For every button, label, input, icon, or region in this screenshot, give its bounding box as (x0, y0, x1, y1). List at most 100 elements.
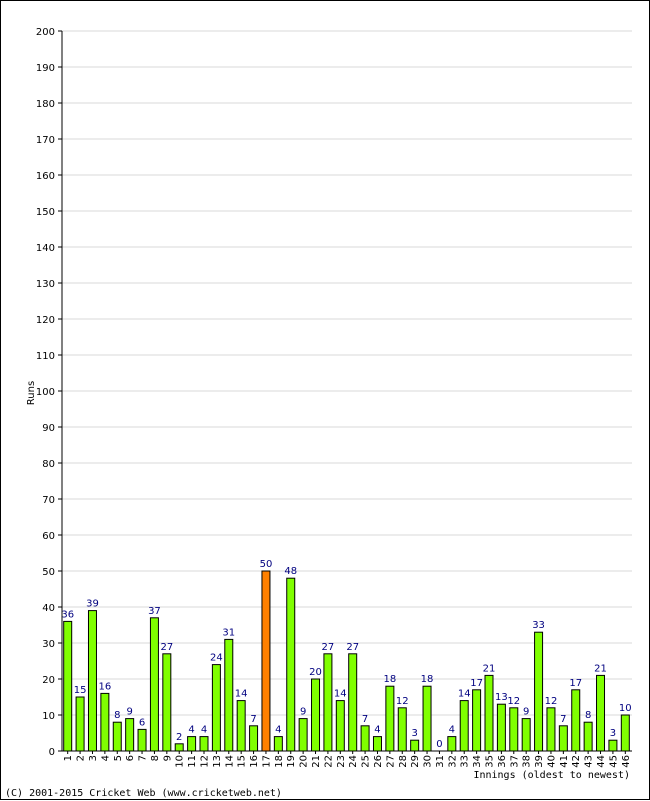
bar-innings-32 (447, 736, 457, 752)
y-axis-title: Runs (26, 381, 37, 405)
data-label: 4 (188, 725, 194, 736)
y-tick-label: 0 (49, 747, 55, 758)
x-tick-label: 43 (584, 755, 595, 768)
x-tick-label: 38 (522, 755, 533, 768)
x-tick-label: 23 (336, 755, 347, 768)
x-tick-label: 39 (534, 755, 545, 768)
data-label: 31 (222, 627, 235, 638)
x-tick-label: 16 (249, 755, 260, 768)
x-tick-label: 6 (125, 755, 136, 761)
x-tick-label: 7 (138, 755, 149, 761)
y-axis-ticks: 0 10 20 30 40 50 60 70 80 90 100 110 120 130 140 150 160… (36, 27, 62, 758)
bar-innings-10 (174, 743, 184, 752)
x-tick-label: 1 (63, 755, 74, 761)
x-tick-label: 20 (299, 755, 310, 768)
x-tick-label: 33 (460, 755, 471, 768)
x-tick-label: 36 (497, 755, 508, 768)
bar-innings-1 (63, 620, 73, 752)
bar-innings-24 (348, 653, 358, 752)
data-label: 27 (322, 642, 335, 653)
bar-innings-4 (100, 692, 110, 752)
bar-innings-2 (75, 696, 85, 752)
bar-innings-41 (558, 725, 568, 752)
bar-innings-18 (273, 736, 283, 752)
y-tick-label: 160 (36, 171, 55, 182)
bar-innings-16 (249, 725, 259, 752)
bar-innings-33 (459, 700, 469, 752)
y-tick-label: 20 (42, 675, 55, 686)
bar-innings-44 (596, 674, 606, 752)
bar-innings-40 (546, 707, 556, 752)
bar-innings-45 (608, 739, 618, 752)
data-label: 6 (139, 717, 145, 728)
data-label: 4 (275, 725, 281, 736)
bar-innings-17 (261, 570, 271, 752)
bar-innings-25 (360, 725, 370, 752)
y-tick-label: 30 (42, 639, 55, 650)
x-tick-label: 18 (274, 755, 285, 768)
x-tick-label: 2 (76, 755, 87, 761)
data-label: 9 (523, 707, 529, 718)
y-tick-label: 50 (42, 567, 55, 578)
gridlines (62, 30, 632, 716)
data-label: 7 (560, 714, 566, 725)
data-label: 13 (495, 692, 508, 703)
data-label: 4 (201, 725, 207, 736)
y-tick-label: 130 (36, 279, 55, 290)
x-tick-label: 9 (162, 755, 173, 761)
y-tick-label: 70 (42, 495, 55, 506)
x-tick-label: 46 (621, 755, 632, 768)
x-tick-label: 29 (410, 755, 421, 768)
x-tick-label: 42 (571, 755, 582, 768)
data-label: 17 (569, 678, 582, 689)
x-tick-label: 24 (348, 755, 359, 768)
bar-innings-6 (125, 718, 135, 752)
data-label: 39 (86, 599, 99, 610)
x-tick-label: 35 (485, 755, 496, 768)
x-tick-label: 25 (361, 755, 372, 768)
bar-innings-29 (410, 739, 420, 752)
data-label: 8 (585, 710, 591, 721)
bar-innings-37 (509, 707, 519, 752)
x-tick-label: 11 (187, 755, 198, 768)
data-label: 7 (250, 714, 256, 725)
data-label: 10 (619, 703, 632, 714)
x-tick-label: 8 (150, 755, 161, 761)
data-label: 8 (114, 710, 120, 721)
x-tick-label: 31 (435, 755, 446, 768)
y-tick-label: 10 (42, 711, 55, 722)
y-tick-label: 150 (36, 207, 55, 218)
data-label: 17 (470, 678, 483, 689)
y-tick-label: 200 (36, 27, 55, 38)
data-label: 14 (334, 689, 347, 700)
x-tick-label: 26 (373, 755, 384, 768)
x-tick-label: 27 (385, 755, 396, 768)
y-tick-label: 140 (36, 243, 55, 254)
bar-innings-39 (534, 631, 544, 752)
x-tick-label: 19 (286, 755, 297, 768)
data-label: 9 (126, 707, 132, 718)
bar-innings-27 (385, 685, 395, 752)
bar-innings-3 (87, 610, 97, 752)
bar-innings-12 (199, 736, 209, 752)
y-tick-label: 120 (36, 315, 55, 326)
y-tick-label: 180 (36, 99, 55, 110)
x-tick-label: 40 (546, 755, 557, 768)
bar-innings-11 (187, 736, 197, 752)
x-tick-label: 22 (323, 755, 334, 768)
data-label: 16 (99, 681, 112, 692)
data-label: 3 (610, 728, 616, 739)
bar-innings-42 (571, 689, 581, 752)
bar-innings-46 (620, 714, 630, 752)
bar-innings-34 (472, 689, 482, 752)
x-axis-title: Innings (oldest to newest) (473, 770, 630, 781)
x-tick-label: 21 (311, 755, 322, 768)
x-tick-label: 44 (596, 755, 607, 768)
bars (63, 570, 630, 752)
x-tick-label: 15 (237, 755, 248, 768)
data-label: 12 (507, 696, 520, 707)
data-label: 27 (160, 642, 173, 653)
bar-innings-14 (224, 638, 234, 752)
bar-innings-20 (298, 718, 308, 752)
